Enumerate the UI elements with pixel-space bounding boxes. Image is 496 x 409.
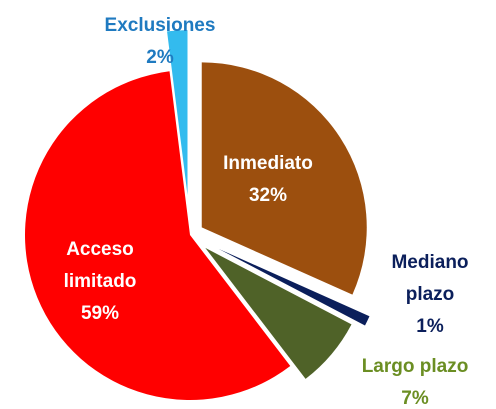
slice-label: Exclusiones 2% [90,10,230,74]
category-name: Largo plazo [361,356,469,377]
pie-slice [218,248,370,326]
value-label: 7% [401,388,429,409]
slice-label: Largo plazo 7% [345,351,485,409]
category-name: Inmediato [223,153,313,174]
pie-slice [24,71,291,401]
value-label: 2% [146,47,174,68]
slice-label: Inmediato 32% [208,148,328,212]
pie-slice [167,30,188,196]
value-label: 1% [416,316,444,337]
value-label: 32% [248,185,288,206]
category-name: Exclusiones [104,15,216,36]
pie-slice [201,62,367,295]
pie-slice [205,247,352,379]
category-name: Mediano plazo [391,252,469,305]
slice-label: Mediano plazo 1% [390,247,470,343]
value-label: 59% [80,303,120,324]
category-name: Acceso limitado [63,239,137,292]
slice-label: Acceso limitado 59% [45,234,155,330]
